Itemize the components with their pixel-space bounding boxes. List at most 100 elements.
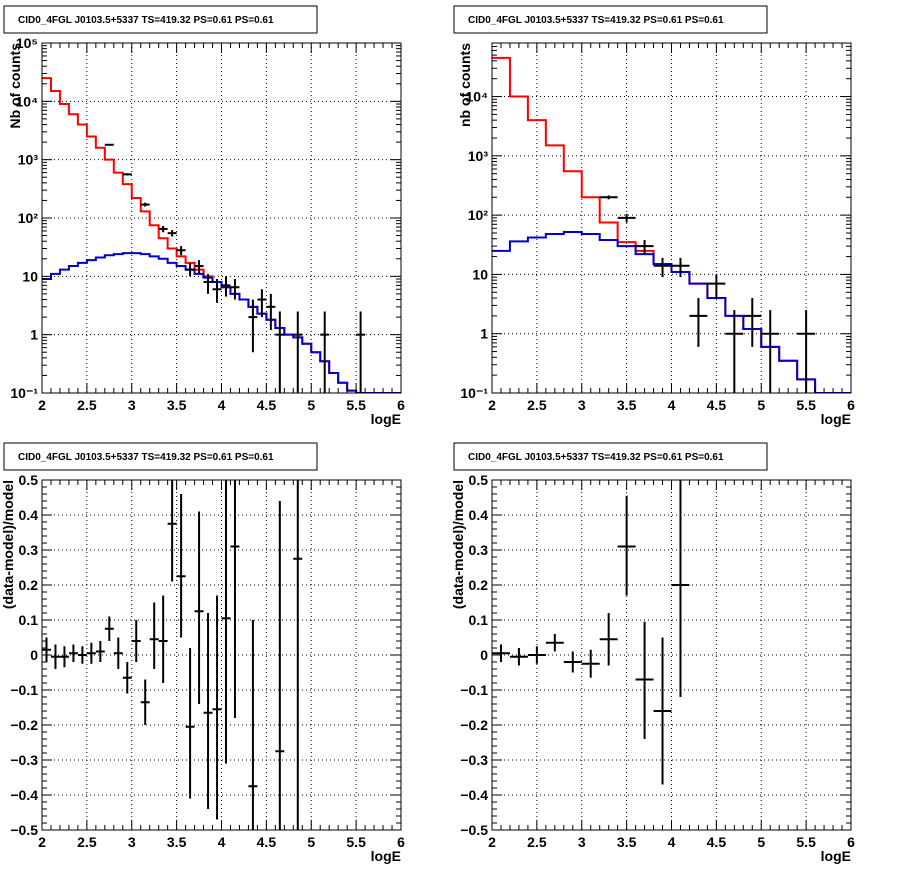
data-point	[248, 299, 258, 353]
x-tick-label: 4.5	[707, 397, 727, 413]
x-tick-label: 5.5	[346, 834, 366, 850]
data-point	[563, 651, 582, 673]
x-tick-label: 3.5	[167, 397, 187, 413]
data-point	[743, 298, 762, 347]
chart-panel-p1: CID0_4FGL J0103.5+5337 TS=419.32 PS=0.61…	[3, 5, 405, 427]
data-point	[671, 480, 690, 697]
step-line-blue	[492, 230, 851, 393]
y-tick-label: 0.4	[19, 507, 39, 523]
data-point	[725, 310, 744, 393]
plot-area	[42, 480, 303, 830]
x-tick-label: 5.5	[796, 397, 816, 413]
data-point	[203, 613, 213, 809]
chart-title-box	[3, 442, 318, 471]
y-tick-label: 0.3	[469, 542, 489, 558]
data-point	[176, 494, 186, 638]
chart-title-box	[453, 442, 768, 471]
y-axis-label: Nb of counts	[7, 43, 23, 129]
data-point	[167, 480, 177, 582]
data-point	[86, 642, 96, 664]
data-point	[230, 480, 240, 718]
y-tick-label: 10³	[468, 148, 489, 164]
data-point	[599, 195, 618, 200]
data-point	[149, 602, 159, 669]
y-tick-label: 10⁵	[16, 35, 38, 51]
y-tick-label: 0.2	[469, 577, 489, 593]
y-tick-label: 10	[472, 266, 488, 282]
data-point	[635, 240, 654, 255]
y-tick-label: −0.5	[10, 822, 38, 838]
x-tick-label: 4	[218, 834, 226, 850]
x-tick-label: 3.5	[167, 834, 187, 850]
y-tick-label: 0	[480, 647, 488, 663]
y-tick-label: −0.4	[460, 787, 488, 803]
data-point	[212, 279, 222, 303]
y-tick-label: 10²	[468, 207, 489, 223]
y-tick-label: −0.5	[460, 822, 488, 838]
y-tick-label: 10²	[18, 210, 39, 226]
data-point	[42, 637, 51, 662]
data-point	[194, 511, 204, 704]
data-point	[581, 649, 600, 678]
y-tick-label: 10³	[18, 152, 39, 168]
chart-panel-p2: CID0_4FGL J0103.5+5337 TS=419.32 PS=0.61…	[453, 5, 855, 427]
x-tick-label: 3	[578, 834, 586, 850]
data-point	[113, 637, 123, 669]
data-point	[140, 679, 150, 725]
y-tick-label: 0.5	[19, 472, 39, 488]
y-tick-label: 10	[22, 268, 38, 284]
x-tick-label: 4.5	[707, 834, 727, 850]
chart-panel-p4: CID0_4FGL J0103.5+5337 TS=419.32 PS=0.61…	[450, 442, 855, 864]
data-point	[653, 637, 672, 785]
data-point	[230, 279, 240, 300]
x-tick-label: 3	[578, 397, 586, 413]
x-tick-label: 5	[307, 397, 315, 413]
x-tick-label: 5	[757, 834, 765, 850]
data-point	[221, 480, 231, 764]
y-tick-label: 0	[30, 647, 38, 663]
y-tick-label: 0.5	[469, 472, 489, 488]
x-tick-label: 3.5	[617, 834, 637, 850]
plot-area	[492, 480, 690, 785]
y-tick-label: 1	[30, 327, 38, 343]
data-point	[761, 310, 780, 393]
y-tick-label: 10⁴	[16, 93, 39, 109]
x-tick-label: 2.5	[77, 834, 97, 850]
data-point	[275, 501, 285, 830]
plot-area	[42, 77, 401, 393]
x-tick-label: 6	[397, 397, 405, 413]
chart-title-box	[3, 5, 318, 34]
x-tick-label: 4	[668, 397, 676, 413]
data-point	[689, 298, 708, 347]
x-tick-label: 5	[307, 834, 315, 850]
x-tick-label: 4.5	[257, 397, 277, 413]
data-point	[95, 641, 105, 662]
data-point	[266, 293, 276, 331]
chart-title: CID0_4FGL J0103.5+5337 TS=419.32 PS=0.61…	[18, 452, 274, 463]
data-point	[509, 648, 528, 666]
data-point	[104, 143, 114, 146]
data-point	[104, 616, 114, 641]
y-tick-label: 0.4	[469, 507, 489, 523]
y-tick-label: 10⁻¹	[460, 385, 488, 401]
data-point	[653, 257, 672, 278]
data-point	[158, 225, 168, 233]
x-axis-label: logE	[821, 848, 851, 864]
data-point	[140, 202, 150, 207]
y-tick-label: 0.1	[19, 612, 39, 628]
x-tick-label: 6	[397, 834, 405, 850]
data-point	[545, 634, 564, 652]
y-axis-label: (data-model)/model	[0, 480, 16, 609]
data-point	[68, 644, 78, 662]
chart-title: CID0_4FGL J0103.5+5337 TS=419.32 PS=0.61…	[18, 15, 274, 26]
y-tick-label: 0.1	[469, 612, 489, 628]
step-line-red	[492, 56, 851, 393]
data-point	[59, 646, 69, 668]
data-point	[599, 613, 618, 666]
x-axis-label: logE	[821, 411, 851, 427]
data-point	[194, 260, 204, 274]
data-point	[617, 495, 636, 596]
chart-title: CID0_4FGL J0103.5+5337 TS=419.32 PS=0.61…	[468, 452, 724, 463]
data-point	[50, 644, 60, 669]
x-tick-label: 2.5	[527, 397, 547, 413]
